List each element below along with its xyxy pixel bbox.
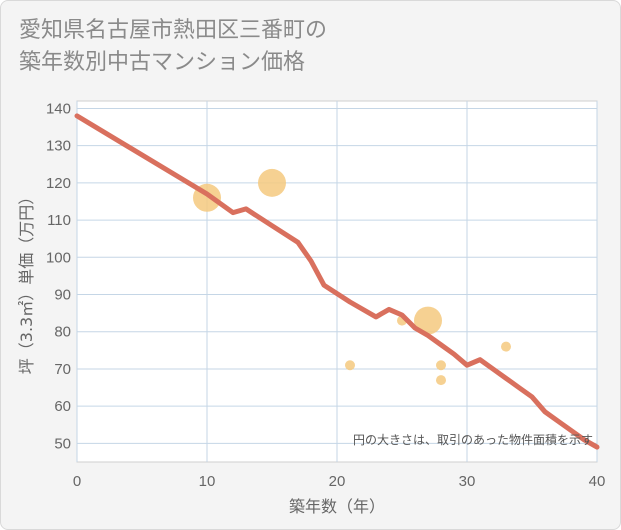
x-tick-label: 40 bbox=[589, 473, 606, 490]
y-tick-labels: 50 60 70 80 90 100 110 120 130 140 bbox=[46, 100, 71, 452]
y-tick-label: 110 bbox=[47, 212, 71, 229]
x-tick-labels: 0 10 20 30 40 bbox=[73, 473, 606, 490]
x-axis-title: 築年数（年） bbox=[289, 497, 385, 516]
y-tick-label: 140 bbox=[46, 100, 71, 117]
bubble-point bbox=[501, 341, 511, 352]
chart-title: 愛知県名古屋市熱田区三番町の 築年数別中古マンション価格 bbox=[19, 15, 327, 79]
bubble-point bbox=[436, 360, 446, 371]
grid-lines bbox=[76, 101, 598, 462]
chart-title-line1: 愛知県名古屋市熱田区三番町の bbox=[19, 18, 328, 43]
y-tick-label: 70 bbox=[54, 361, 71, 378]
y-tick-label: 50 bbox=[54, 435, 71, 452]
bubble-point bbox=[258, 168, 286, 197]
y-tick-label: 120 bbox=[46, 175, 71, 192]
y-axis-title: 坪（3.3㎡）単価（万円） bbox=[17, 189, 36, 374]
x-tick-label: 20 bbox=[329, 473, 346, 490]
bubble-point bbox=[436, 375, 446, 386]
y-tick-label: 80 bbox=[54, 324, 71, 341]
y-tick-label: 60 bbox=[54, 398, 71, 415]
x-tick-label: 0 bbox=[73, 473, 81, 490]
y-tick-label: 90 bbox=[54, 287, 71, 304]
x-tick-label: 10 bbox=[199, 473, 216, 490]
bubble-point bbox=[414, 306, 442, 335]
bubble-point bbox=[345, 360, 355, 371]
x-tick-label: 30 bbox=[459, 473, 476, 490]
chart-title-line2: 築年数別中古マンション価格 bbox=[19, 50, 306, 75]
y-tick-label: 130 bbox=[46, 138, 71, 155]
y-tick-label: 100 bbox=[46, 249, 71, 266]
bubble-size-note: 円の大きさは、取引のあった物件面積を示す bbox=[353, 432, 593, 447]
trend-line bbox=[74, 113, 600, 450]
